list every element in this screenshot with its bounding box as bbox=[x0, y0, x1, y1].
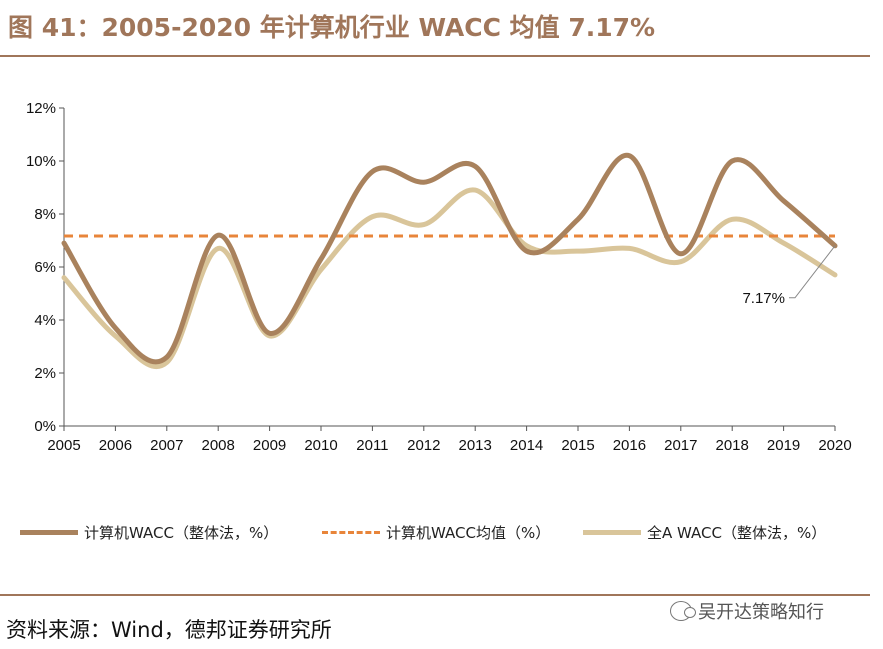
legend-item-computer-wacc: 计算机WACC（整体法，%） bbox=[20, 522, 278, 543]
y-tick-label: 0% bbox=[34, 418, 56, 435]
watermark: 吴开达策略知行 bbox=[670, 598, 824, 624]
x-tick-label: 2006 bbox=[99, 437, 132, 454]
title-divider bbox=[0, 55, 870, 57]
chart-legend: 计算机WACC（整体法，%） 计算机WACC均值（%） 全A WACC（整体法，… bbox=[20, 522, 870, 542]
x-tick-label: 2007 bbox=[150, 437, 183, 454]
x-tick-label: 2015 bbox=[561, 437, 594, 454]
legend-swatch-mean bbox=[322, 531, 380, 534]
legend-label-mean: 计算机WACC均值（%） bbox=[386, 524, 551, 542]
legend-swatch-computer-wacc bbox=[20, 530, 78, 535]
x-tick-label: 2009 bbox=[253, 437, 286, 454]
series-line-computer-wacc bbox=[61, 153, 838, 365]
legend-item-all-a-wacc: 全A WACC（整体法，%） bbox=[583, 522, 826, 543]
y-tick-label: 4% bbox=[34, 312, 56, 329]
watermark-text: 吴开达策略知行 bbox=[698, 602, 824, 623]
x-tick-label: 2014 bbox=[510, 437, 543, 454]
legend-label-all-a-wacc: 全A WACC（整体法，%） bbox=[647, 524, 827, 542]
y-tick-label: 12% bbox=[26, 100, 56, 117]
source-note: 资料来源：Wind，德邦证券研究所 bbox=[6, 618, 332, 642]
x-tick-label: 2008 bbox=[202, 437, 235, 454]
line-chart: 0% 2% 4% 6% 8% 10% 12% 2005 2006 2007 2008 2009 2010… bbox=[26, 100, 852, 454]
legend-swatch-all-a-wacc bbox=[583, 530, 641, 535]
x-tick-label: 2020 bbox=[818, 437, 851, 454]
x-tick-label: 2013 bbox=[459, 437, 492, 454]
x-tick-label: 2005 bbox=[47, 437, 80, 454]
footer-divider bbox=[0, 594, 870, 596]
x-tick-label: 2012 bbox=[407, 437, 440, 454]
x-tick-label: 2011 bbox=[356, 437, 388, 454]
y-tick-label: 8% bbox=[34, 206, 56, 223]
x-tick-label: 2019 bbox=[767, 437, 800, 454]
series-line-all-a-wacc bbox=[61, 187, 838, 370]
figure-title: 图 41：2005-2020 年计算机行业 WACC 均值 7.17% bbox=[8, 13, 656, 42]
y-tick-label: 6% bbox=[34, 259, 56, 276]
x-tick-label: 2018 bbox=[716, 437, 749, 454]
x-tick-label: 2010 bbox=[304, 437, 337, 454]
legend-item-mean: 计算机WACC均值（%） bbox=[322, 522, 550, 543]
y-tick-label: 2% bbox=[34, 365, 56, 382]
wechat-icon bbox=[670, 601, 696, 621]
annotation-leader-line bbox=[789, 245, 836, 299]
x-tick-label: 2017 bbox=[664, 437, 697, 454]
x-tick-label: 2016 bbox=[613, 437, 646, 454]
legend-label-computer-wacc: 计算机WACC（整体法，%） bbox=[84, 524, 279, 542]
annotation-label: 7.17% bbox=[742, 290, 785, 307]
y-tick-label: 10% bbox=[26, 153, 56, 170]
